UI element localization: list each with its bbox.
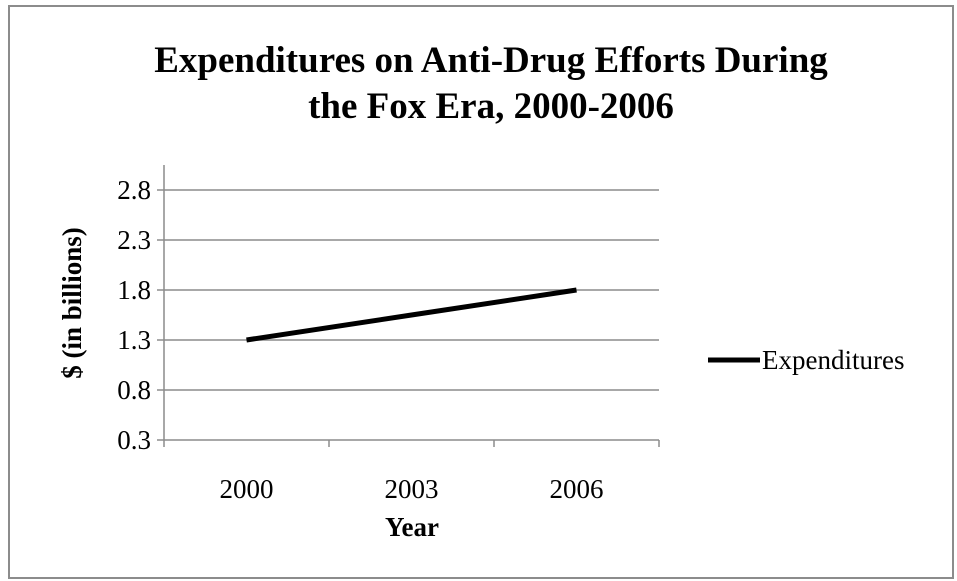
y-tick-label: 1.8 <box>117 275 151 305</box>
legend: Expenditures <box>708 345 904 375</box>
chart-title-line-1: Expenditures on Anti-Drug Efforts During <box>154 40 828 81</box>
y-tick-label: 2.3 <box>117 225 151 255</box>
series-layer <box>246 287 577 343</box>
y-tick-label: 2.8 <box>117 175 151 205</box>
x-tick-label: 2000 <box>220 474 274 504</box>
y-tick-labels: 0.3 0.8 1.3 1.8 2.3 2.8 <box>117 175 151 455</box>
chart-frame <box>8 5 954 579</box>
chart-title-line-2: the Fox Era, 2000-2006 <box>308 86 674 127</box>
y-tick-label: 0.8 <box>117 375 151 405</box>
y-axis-title: $ (in billions) <box>57 227 87 379</box>
x-tick-label: 2003 <box>385 474 439 504</box>
x-tick-labels: 2000 2003 2006 <box>220 474 604 504</box>
x-axis-title: Year <box>385 512 439 542</box>
series-line-expenditures <box>246 287 577 343</box>
y-tick-label: 0.3 <box>117 425 151 455</box>
x-tick-label: 2006 <box>550 474 604 504</box>
legend-label-expenditures: Expenditures <box>762 345 904 375</box>
y-tick-label: 1.3 <box>117 325 151 355</box>
gridlines <box>157 189 660 447</box>
